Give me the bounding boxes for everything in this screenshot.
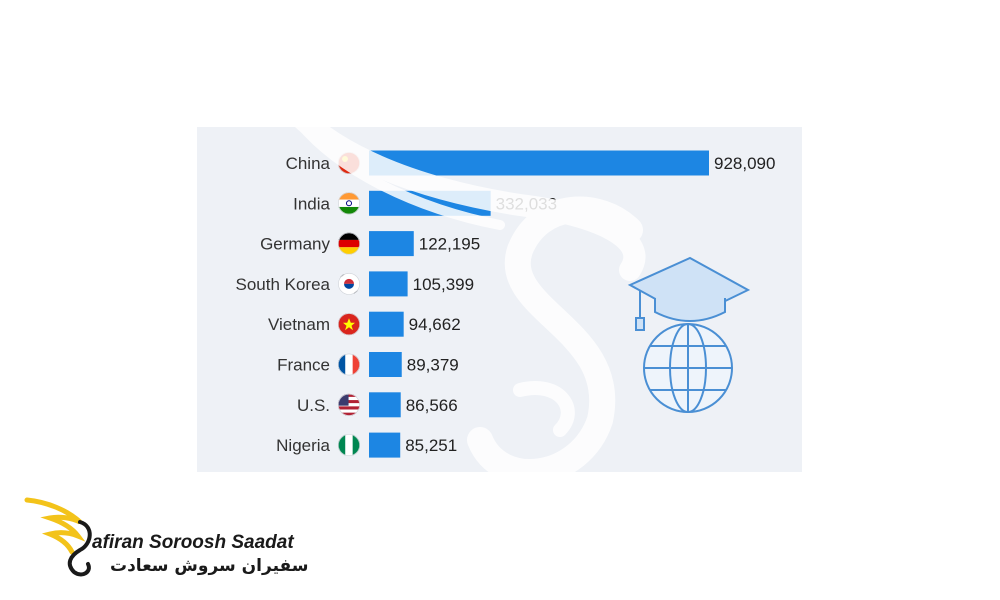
category-label: Germany bbox=[260, 235, 330, 254]
category-label: U.S. bbox=[297, 396, 330, 415]
india-flag-icon bbox=[338, 192, 360, 215]
nigeria-flag-icon bbox=[338, 434, 360, 457]
category-label: South Korea bbox=[235, 275, 330, 294]
value-label: 105,399 bbox=[413, 275, 474, 294]
bar bbox=[369, 392, 401, 418]
category-label: France bbox=[277, 356, 330, 375]
value-label: 94,662 bbox=[409, 315, 461, 334]
chart-panel: China 928,090 India 332,033 Germany 122,195 So… bbox=[197, 127, 802, 472]
value-label: 122,195 bbox=[419, 235, 480, 254]
bar-chart: China 928,090 India 332,033 Germany 122,195 So… bbox=[235, 150, 775, 458]
us-flag-icon bbox=[338, 393, 360, 416]
brand-name: afiran Soroosh Saadat bbox=[92, 532, 294, 553]
vietnam-flag-icon bbox=[338, 313, 360, 336]
germany-flag-icon bbox=[338, 232, 360, 255]
value-label: 85,251 bbox=[405, 436, 457, 455]
value-label: 86,566 bbox=[406, 396, 458, 415]
china-flag-icon bbox=[338, 152, 360, 174]
bar bbox=[369, 190, 491, 216]
category-label: China bbox=[286, 154, 331, 173]
value-label: 332,033 bbox=[496, 194, 557, 213]
brand-logo: afiran Soroosh Saadat سفیران سروش سعادت bbox=[22, 492, 308, 582]
bar bbox=[369, 231, 414, 257]
bar bbox=[369, 271, 408, 297]
wing-icon bbox=[24, 497, 92, 577]
bar bbox=[369, 311, 404, 337]
brand-name-persian: سفیران سروش سعادت bbox=[110, 556, 309, 576]
category-label: Vietnam bbox=[268, 315, 330, 334]
category-label: India bbox=[293, 194, 330, 213]
value-label: 928,090 bbox=[714, 154, 775, 173]
france-flag-icon bbox=[338, 353, 360, 376]
south-korea-flag-icon bbox=[338, 272, 360, 295]
value-label: 89,379 bbox=[407, 356, 459, 375]
bar bbox=[369, 150, 709, 176]
bar bbox=[369, 352, 402, 377]
category-label: Nigeria bbox=[276, 436, 330, 455]
bar bbox=[369, 432, 401, 458]
